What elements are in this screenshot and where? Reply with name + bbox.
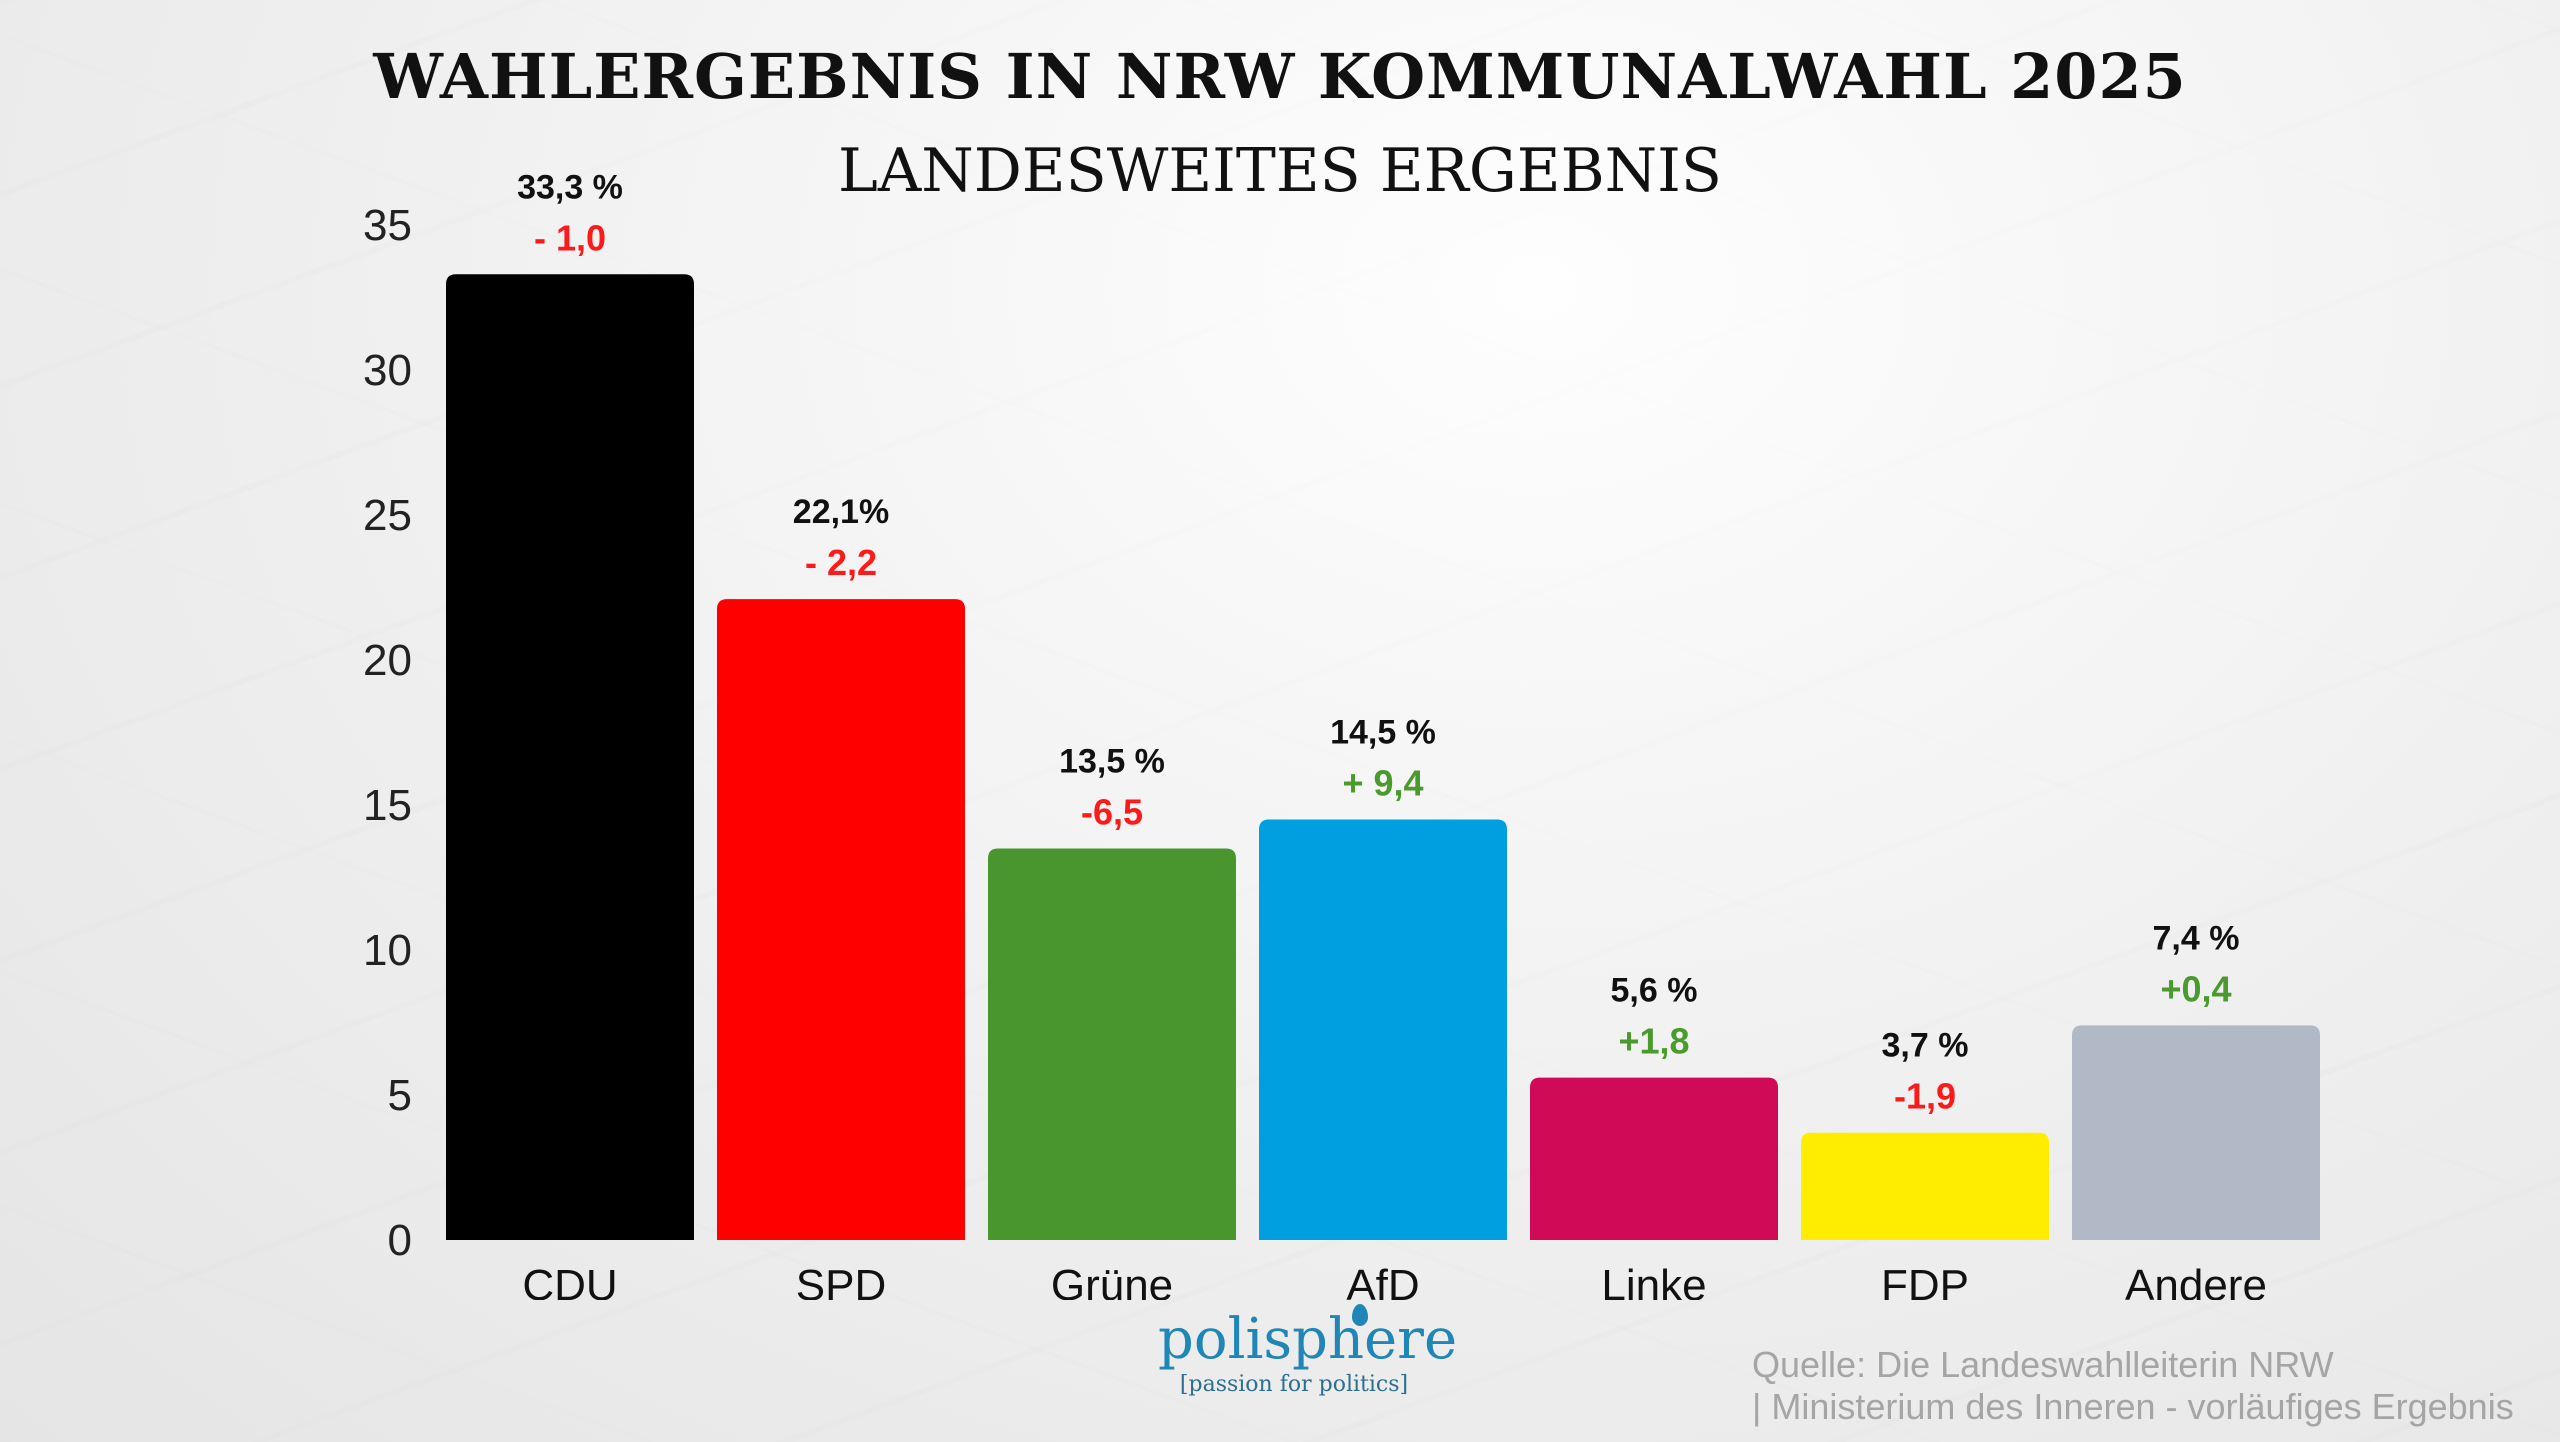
bar-grüne (988, 848, 1236, 1240)
source-note: Quelle: Die Landeswahlleiterin NRW | Min… (1752, 1344, 2542, 1428)
bar-cdu (446, 274, 694, 1240)
logo-tagline: [passion for politics] (1179, 1372, 1409, 1397)
source-line-2: | Ministerium des Inneren - vorläufiges … (1752, 1386, 2514, 1427)
polisphere-logo: polisphere [passion for politics] (1158, 1304, 1458, 1397)
bar-fdp (1801, 1132, 2049, 1240)
value-label: 5,6 % (1611, 972, 1698, 1010)
value-label: 33,3 % (517, 168, 623, 206)
x-tick-label: FDP (1881, 1261, 1969, 1300)
chart-subtitle: LANDESWEITES ERGEBNIS (838, 136, 1722, 206)
x-tick-label: SPD (796, 1261, 886, 1300)
drop-icon (1352, 1304, 1368, 1326)
value-label: 7,4 % (2153, 919, 2240, 957)
x-tick-label: Andere (2125, 1261, 2267, 1300)
y-tick-label: 25 (363, 491, 412, 540)
bar-linke (1530, 1077, 1778, 1240)
change-label: - 1,0 (534, 217, 606, 258)
bar-chart: 0 5 10 15 20 25 30 35 CDU 33,3 % - 1,0 SPD 22,1% - 2,… (363, 168, 2320, 1300)
x-tick-label: Grüne (1051, 1261, 1173, 1300)
bar-afd (1259, 819, 1507, 1240)
source-line-1: Quelle: Die Landeswahlleiterin NRW (1752, 1344, 2334, 1385)
logo-name: polisphere (1158, 1307, 1458, 1372)
y-tick-label: 30 (363, 346, 412, 395)
value-label: 3,7 % (1882, 1027, 1969, 1065)
x-tick-label: AfD (1346, 1261, 1419, 1300)
chart-title: WAHLERGEBNIS IN NRW KOMMUNALWAHL 2025 (373, 40, 2187, 113)
y-tick-label: 10 (363, 926, 412, 975)
value-label: 13,5 % (1059, 743, 1165, 781)
change-label: - 2,2 (805, 542, 877, 583)
value-label: 22,1% (793, 493, 889, 531)
y-tick-label: 20 (363, 636, 412, 685)
bar-andere (2072, 1025, 2320, 1240)
change-label: + 9,4 (1342, 763, 1423, 804)
change-label: +0,4 (2160, 968, 2231, 1009)
bar-spd (717, 599, 965, 1240)
y-tick-label: 5 (388, 1071, 412, 1120)
value-label: 14,5 % (1330, 714, 1436, 752)
change-label: +1,8 (1618, 1021, 1689, 1062)
y-tick-label: 15 (363, 781, 412, 830)
y-tick-label: 35 (363, 201, 412, 250)
change-label: -1,9 (1894, 1076, 1956, 1117)
change-label: -6,5 (1081, 792, 1143, 833)
x-tick-label: Linke (1601, 1261, 1706, 1300)
y-tick-label: 0 (388, 1216, 412, 1265)
x-tick-label: CDU (522, 1261, 617, 1300)
